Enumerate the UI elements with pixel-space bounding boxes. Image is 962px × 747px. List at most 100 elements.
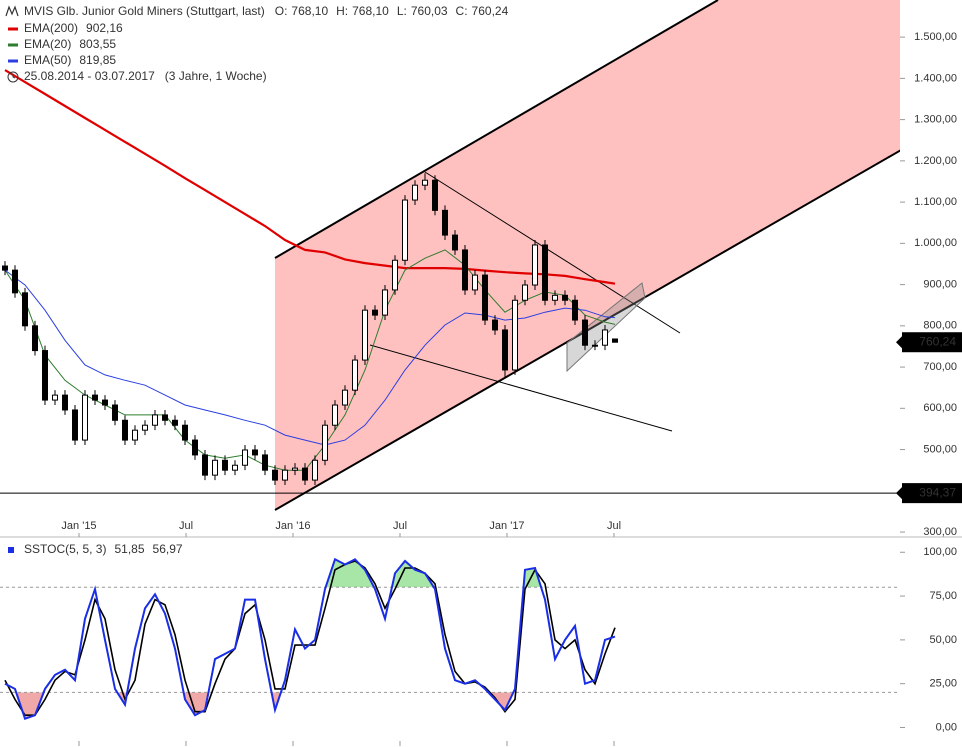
candle-body <box>62 394 68 411</box>
candle-body <box>32 325 38 352</box>
legend-label: EMA(200) <box>24 21 78 35</box>
candle-body <box>172 419 178 426</box>
legend-value: 803,55 <box>79 37 116 51</box>
candle-body <box>212 459 218 476</box>
candle-body <box>452 234 458 251</box>
y-tick-label: 800,00 <box>923 320 957 332</box>
clock-icon <box>7 71 19 83</box>
x-tick-label: Jul <box>179 520 193 532</box>
candle-body <box>442 209 448 236</box>
price-marker-label: 760,24 <box>919 334 956 348</box>
candle-body <box>22 292 28 327</box>
candle-body <box>52 394 58 401</box>
trend-line <box>424 171 681 334</box>
candle-body <box>512 299 518 371</box>
candle-body <box>432 179 438 211</box>
y-tick-label: 700,00 <box>923 361 957 373</box>
candle-body <box>592 344 598 347</box>
legend-label: SSTOC(5, 5, 3) <box>24 542 106 556</box>
stoch-line <box>4 557 616 720</box>
x-tick-label: Jan '16 <box>275 520 310 532</box>
quote-label: H: <box>336 4 348 18</box>
candle-body <box>522 284 528 301</box>
quote-label: C: <box>456 4 468 18</box>
triangle-pattern <box>566 282 646 373</box>
legend-value: 56,97 <box>153 542 183 556</box>
candle-body <box>302 467 308 481</box>
y-tick-label: 100,00 <box>923 546 957 558</box>
candle-body <box>472 274 478 291</box>
candle-body <box>372 309 378 316</box>
candle-body <box>292 467 298 471</box>
x-tick-label: Jan '15 <box>61 520 96 532</box>
x-tick-label: Jul <box>607 520 621 532</box>
candle-body <box>392 259 398 291</box>
candle-body <box>562 294 568 301</box>
candle-body <box>112 404 118 421</box>
candle-body <box>482 274 488 321</box>
candle-body <box>282 469 288 481</box>
candle-body <box>322 424 328 461</box>
candle-body <box>42 350 48 401</box>
x-tick-label: Jan '17 <box>489 520 524 532</box>
candle-body <box>492 319 498 331</box>
candle-body <box>342 389 348 406</box>
y-tick-label: 25,00 <box>929 678 957 690</box>
candle-body <box>162 414 168 421</box>
x-tick-label: Jul <box>393 520 407 532</box>
candle-body <box>82 394 88 441</box>
candle-body <box>312 459 318 481</box>
candle-body <box>222 459 228 471</box>
candle-body <box>272 469 278 481</box>
y-tick-label: 500,00 <box>923 443 957 455</box>
candle-body <box>202 454 208 476</box>
price-marker-arrow <box>896 487 902 500</box>
y-tick-label: 900,00 <box>923 278 957 290</box>
legend-value: 902,16 <box>86 21 123 35</box>
y-tick-label: 1.000,00 <box>914 237 957 249</box>
candle-body <box>612 338 618 343</box>
candle-body <box>122 419 128 441</box>
legend-swatch <box>8 27 18 31</box>
price-marker-arrow <box>896 336 902 349</box>
y-tick-label: 1.100,00 <box>914 196 957 208</box>
candle-body <box>552 294 558 301</box>
candle-body <box>92 394 98 401</box>
y-tick-label: 50,00 <box>929 634 957 646</box>
candle-body <box>102 399 108 406</box>
y-tick-label: 0,00 <box>936 721 957 733</box>
candle-body <box>72 409 78 441</box>
candle-body <box>192 439 198 456</box>
y-tick-label: 1.300,00 <box>914 114 957 126</box>
legend-swatch <box>8 59 18 63</box>
candle-body <box>252 449 258 456</box>
y-tick-label: 1.400,00 <box>914 72 957 84</box>
candle-body <box>142 424 148 431</box>
candle-body <box>422 179 428 186</box>
ema-line <box>4 269 616 446</box>
candle-body <box>382 289 388 316</box>
overbought-zone <box>325 559 542 588</box>
candle-body <box>402 199 408 261</box>
candle-body <box>2 265 8 271</box>
price-marker <box>902 483 962 504</box>
price-marker-label: 394,37 <box>919 485 956 499</box>
y-tick-label: 75,00 <box>929 590 957 602</box>
candle-body <box>182 424 188 441</box>
y-tick-label: 1.200,00 <box>914 155 957 167</box>
candle-body <box>412 184 418 201</box>
quote-label: O: <box>275 4 288 18</box>
y-tick-label: 600,00 <box>923 402 957 414</box>
candle-body <box>152 414 158 426</box>
candle-body <box>542 244 548 301</box>
quote-value: 768,10 <box>291 4 328 18</box>
quote-value: 768,10 <box>352 4 389 18</box>
candle-body <box>502 329 508 371</box>
quote-value: 760,03 <box>411 4 448 18</box>
candle-body <box>132 429 138 441</box>
price-plot <box>2 69 618 486</box>
price-marker <box>902 332 962 353</box>
trend-line <box>369 344 673 432</box>
